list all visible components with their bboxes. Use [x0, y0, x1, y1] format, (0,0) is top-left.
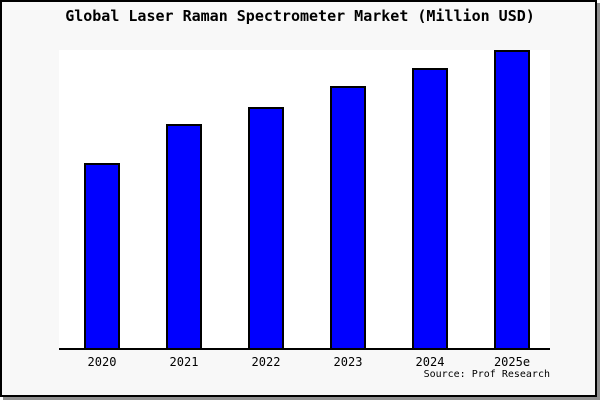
- bar-2025e: [494, 50, 530, 348]
- bar-2023: [330, 86, 366, 348]
- bar-2021: [166, 124, 202, 348]
- source-credit: Source: Prof Research: [423, 369, 550, 380]
- bar-2024: [412, 68, 448, 348]
- plot-area: [59, 50, 550, 350]
- bar-2022: [248, 107, 284, 348]
- bar-2020: [84, 163, 120, 348]
- chart-title: Global Laser Raman Spectrometer Market (…: [65, 7, 535, 25]
